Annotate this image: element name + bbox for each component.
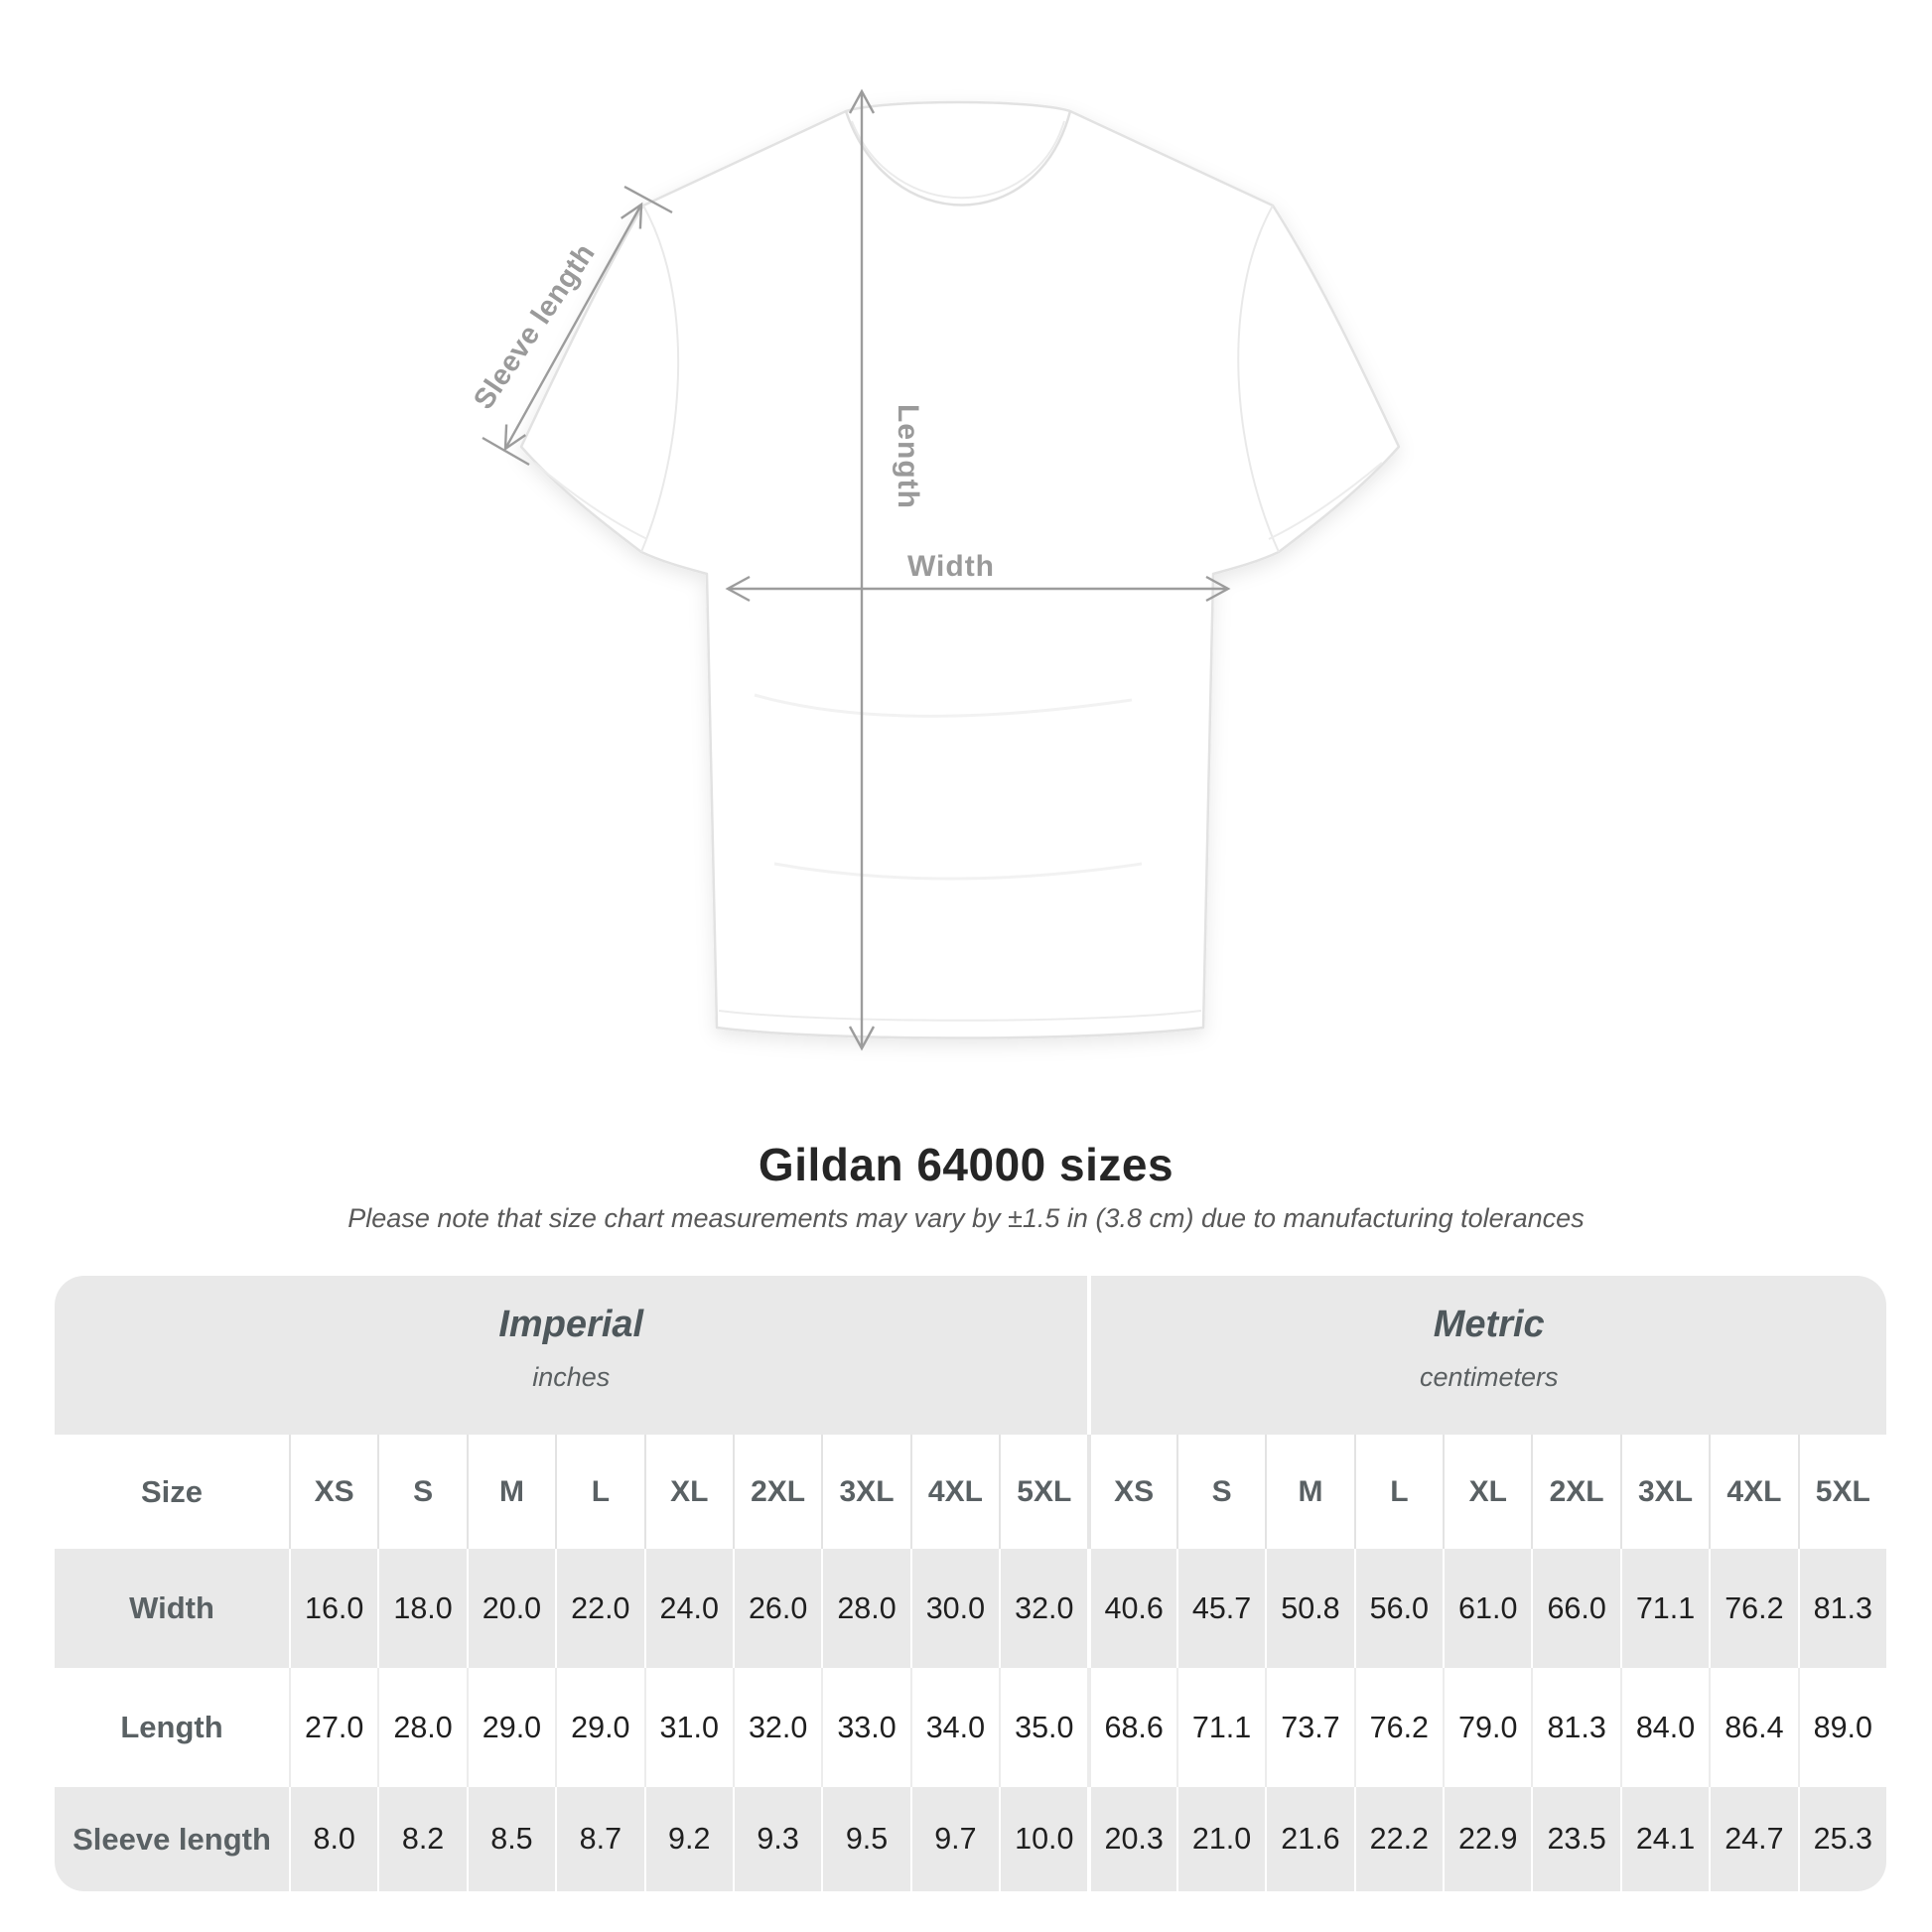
value-sleeve-length-imperial-xs: 8.0 <box>289 1787 377 1891</box>
value-width-metric-2xl: 66.0 <box>1531 1549 1619 1668</box>
value-width-metric-xs: 40.6 <box>1087 1549 1175 1668</box>
size-table: Imperial inches Metric centimeters Size … <box>55 1276 1886 1891</box>
value-length-metric-m: 73.7 <box>1265 1668 1354 1787</box>
row-label-sleeve-length: Sleeve length <box>72 1821 271 1857</box>
tshirt-graphic <box>519 100 1401 1039</box>
size-header-metric-s: S <box>1175 1435 1266 1549</box>
value-length-metric-l: 76.2 <box>1353 1668 1444 1787</box>
value-length-imperial-s: 28.0 <box>377 1668 467 1787</box>
value-length-imperial-4xl: 34.0 <box>909 1668 1000 1787</box>
imperial-group-unit: inches <box>532 1362 611 1392</box>
value-length-metric-s: 71.1 <box>1175 1668 1266 1787</box>
value-length-metric-3xl: 84.0 <box>1619 1668 1710 1787</box>
value-sleeve-length-metric-4xl: 24.7 <box>1709 1787 1797 1891</box>
value-length-imperial-l: 29.0 <box>555 1668 644 1787</box>
value-sleeve-length-metric-2xl: 23.5 <box>1531 1787 1619 1891</box>
size-header-imperial-5xl: 5XL <box>999 1435 1088 1549</box>
size-header-imperial-3xl: 3XL <box>821 1435 910 1549</box>
value-sleeve-length-imperial-3xl: 9.5 <box>821 1787 909 1891</box>
value-length-imperial-xs: 27.0 <box>289 1668 378 1787</box>
value-width-metric-l: 56.0 <box>1353 1549 1443 1668</box>
imperial-group-title: Imperial <box>498 1304 644 1345</box>
metric-group-title: Metric <box>1433 1304 1545 1345</box>
tshirt-diagram: Length Width Sleeve length <box>468 88 1401 1051</box>
value-width-metric-5xl: 81.3 <box>1797 1549 1886 1668</box>
size-header-imperial-l: L <box>555 1435 644 1549</box>
size-header-metric-5xl: 5XL <box>1797 1435 1886 1549</box>
length-label: Length <box>892 404 924 509</box>
value-sleeve-length-imperial-5xl: 10.0 <box>999 1787 1087 1891</box>
value-width-metric-s: 45.7 <box>1175 1549 1265 1668</box>
value-sleeve-length-imperial-m: 8.5 <box>466 1787 555 1891</box>
value-length-metric-5xl: 89.0 <box>1797 1668 1886 1787</box>
value-width-imperial-4xl: 30.0 <box>909 1549 999 1668</box>
value-length-imperial-2xl: 32.0 <box>732 1668 822 1787</box>
size-header-metric-xl: XL <box>1443 1435 1532 1549</box>
value-sleeve-length-metric-3xl: 24.1 <box>1619 1787 1709 1891</box>
length-measure-arrow <box>848 88 876 1051</box>
size-header-imperial-xl: XL <box>643 1435 733 1549</box>
value-width-metric-4xl: 76.2 <box>1709 1549 1797 1668</box>
size-header-imperial-xs: XS <box>289 1435 378 1549</box>
group-header-imperial: Imperial inches <box>55 1276 1087 1435</box>
size-header-imperial-4xl: 4XL <box>909 1435 1000 1549</box>
width-label: Width <box>907 550 995 583</box>
row-label-length: Length <box>55 1668 289 1787</box>
value-length-imperial-3xl: 33.0 <box>821 1668 910 1787</box>
size-header-metric-xs: XS <box>1087 1435 1176 1549</box>
page-title: Gildan 64000 sizes <box>758 1139 1174 1190</box>
sleeve-measure-arrow <box>482 185 673 467</box>
metric-group-unit: centimeters <box>1419 1362 1559 1392</box>
width-measure-arrow <box>725 575 1231 603</box>
value-length-metric-2xl: 81.3 <box>1531 1668 1620 1787</box>
tolerance-note: Please note that size chart measurements… <box>347 1203 1585 1233</box>
size-header-metric-3xl: 3XL <box>1619 1435 1710 1549</box>
size-table-grid: Imperial inches Metric centimeters Size … <box>55 1276 1886 1891</box>
size-header-metric-m: M <box>1265 1435 1354 1549</box>
value-sleeve-length-metric-xs: 20.3 <box>1087 1787 1175 1891</box>
row-label-width: Width <box>129 1590 214 1625</box>
value-sleeve-length-imperial-l: 8.7 <box>555 1787 643 1891</box>
value-length-imperial-m: 29.0 <box>466 1668 556 1787</box>
value-sleeve-length-imperial-2xl: 9.3 <box>732 1787 821 1891</box>
size-header-metric-l: L <box>1353 1435 1444 1549</box>
value-width-imperial-5xl: 32.0 <box>999 1549 1087 1668</box>
value-width-imperial-l: 22.0 <box>555 1549 643 1668</box>
value-sleeve-length-imperial-4xl: 9.7 <box>909 1787 999 1891</box>
size-header-metric-2xl: 2XL <box>1531 1435 1620 1549</box>
size-column-header: Size <box>55 1435 289 1549</box>
size-header-imperial-m: M <box>466 1435 556 1549</box>
value-width-metric-3xl: 71.1 <box>1619 1549 1709 1668</box>
value-width-metric-m: 50.8 <box>1265 1549 1353 1668</box>
value-sleeve-length-imperial-xl: 9.2 <box>643 1787 733 1891</box>
value-length-imperial-5xl: 35.0 <box>999 1668 1088 1787</box>
value-length-metric-xs: 68.6 <box>1087 1668 1176 1787</box>
value-sleeve-length-metric-xl: 22.9 <box>1443 1787 1531 1891</box>
value-sleeve-length-imperial-s: 8.2 <box>377 1787 466 1891</box>
group-header-metric: Metric centimeters <box>1087 1276 1886 1435</box>
value-length-metric-4xl: 86.4 <box>1709 1668 1798 1787</box>
value-width-imperial-xl: 24.0 <box>643 1549 733 1668</box>
value-width-imperial-m: 20.0 <box>466 1549 555 1668</box>
value-sleeve-length-metric-m: 21.6 <box>1265 1787 1353 1891</box>
value-width-imperial-xs: 16.0 <box>289 1549 377 1668</box>
value-width-imperial-2xl: 26.0 <box>732 1549 821 1668</box>
value-sleeve-length-metric-s: 21.0 <box>1175 1787 1265 1891</box>
value-length-metric-xl: 79.0 <box>1443 1668 1532 1787</box>
value-sleeve-length-metric-l: 22.2 <box>1353 1787 1443 1891</box>
value-width-imperial-3xl: 28.0 <box>821 1549 909 1668</box>
size-header-metric-4xl: 4XL <box>1709 1435 1798 1549</box>
size-header-imperial-s: S <box>377 1435 467 1549</box>
value-sleeve-length-metric-5xl: 25.3 <box>1797 1787 1886 1891</box>
value-width-imperial-s: 18.0 <box>377 1549 466 1668</box>
size-header-imperial-2xl: 2XL <box>732 1435 822 1549</box>
value-length-imperial-xl: 31.0 <box>643 1668 733 1787</box>
value-width-metric-xl: 61.0 <box>1443 1549 1531 1668</box>
